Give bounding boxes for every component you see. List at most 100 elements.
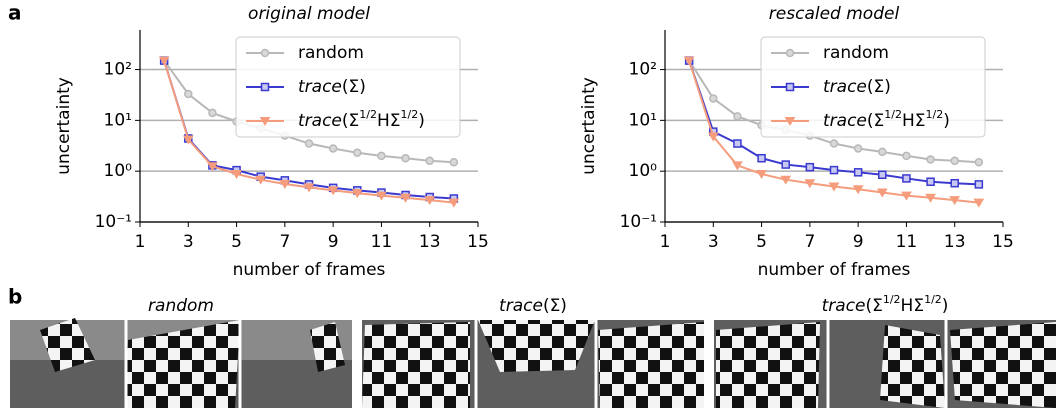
- marker: [902, 151, 911, 161]
- marker: [353, 148, 362, 158]
- x-tick-label: 1: [135, 232, 146, 252]
- marker: [853, 144, 863, 153]
- y-tick-label: 10⁰: [104, 161, 133, 181]
- marker: [424, 196, 436, 206]
- marker: [780, 175, 792, 185]
- x-tick-label: 9: [328, 232, 339, 252]
- marker: [757, 153, 766, 163]
- photo-board: [716, 322, 820, 408]
- marker: [707, 132, 719, 142]
- marker: [683, 56, 695, 66]
- marker: [448, 198, 460, 208]
- legend-label: trace(Σ): [823, 77, 891, 97]
- photo-board: [125, 320, 240, 408]
- x-axis-label: number of frames: [233, 260, 386, 280]
- marker: [973, 198, 985, 208]
- marker: [876, 188, 888, 198]
- marker: [304, 139, 314, 148]
- marker: [279, 179, 291, 189]
- marker: [925, 193, 936, 203]
- photo-board: [362, 322, 470, 408]
- x-tick-label: 15: [992, 232, 1014, 252]
- y-tick-label: 10⁻¹: [620, 212, 657, 232]
- marker: [852, 185, 864, 195]
- marker: [785, 82, 795, 92]
- chart-title: original model: [248, 4, 370, 24]
- marker: [828, 182, 840, 192]
- marker: [207, 162, 218, 172]
- marker: [805, 162, 815, 172]
- marker: [377, 151, 386, 161]
- marker: [949, 196, 961, 206]
- marker: [902, 174, 911, 183]
- marker: [259, 117, 271, 126]
- photo-board: [478, 320, 595, 372]
- marker: [255, 175, 267, 185]
- photo-board: [310, 322, 345, 372]
- marker: [926, 177, 935, 186]
- marker: [709, 94, 718, 103]
- y-tick-label: 10¹: [629, 110, 657, 130]
- marker: [351, 189, 363, 199]
- marker: [328, 144, 338, 153]
- legend-label: trace(Σ1/2HΣ1/2): [823, 108, 950, 132]
- x-tick-label: 3: [183, 232, 194, 252]
- marker: [950, 156, 959, 166]
- marker: [231, 170, 242, 179]
- y-tick-label: 10⁰: [629, 161, 658, 181]
- marker: [425, 156, 434, 166]
- y-tick-label: 10²: [104, 60, 132, 80]
- x-tick-label: 9: [853, 232, 864, 252]
- y-tick-label: 10²: [629, 60, 657, 80]
- x-tick-label: 15: [467, 232, 489, 252]
- legend-label: trace(Σ1/2HΣ1/2): [298, 108, 425, 132]
- x-tick-label: 7: [804, 232, 815, 252]
- marker: [303, 183, 315, 193]
- marker: [784, 117, 796, 126]
- marker: [184, 89, 193, 99]
- legend: [760, 36, 986, 138]
- marker: [829, 165, 839, 175]
- legend-label: random: [298, 43, 364, 63]
- photo-board: [880, 325, 945, 408]
- photo-caption: trace(Σ1/2HΣ1/2): [822, 293, 949, 317]
- x-tick-label: 11: [896, 232, 918, 252]
- legend-label: trace(Σ): [298, 77, 366, 97]
- x-tick-label: 5: [231, 232, 242, 252]
- photo-strip: [10, 318, 1056, 408]
- marker: [208, 108, 217, 118]
- chart-title: rescaled model: [769, 4, 900, 24]
- marker: [376, 191, 387, 201]
- marker: [950, 178, 959, 188]
- marker: [182, 135, 194, 145]
- x-tick-label: 13: [419, 232, 441, 252]
- marker: [756, 170, 767, 179]
- marker: [733, 112, 742, 121]
- marker: [158, 56, 170, 66]
- photo-board: [40, 318, 95, 372]
- marker: [260, 82, 270, 92]
- marker: [327, 186, 339, 196]
- marker: [449, 157, 459, 167]
- legend: [235, 36, 461, 138]
- marker: [400, 193, 411, 203]
- y-axis-label: uncertainty: [579, 77, 599, 175]
- marker: [781, 160, 790, 169]
- marker: [974, 157, 984, 167]
- photo-board: [598, 322, 704, 408]
- photo-board: [950, 322, 1056, 408]
- marker: [260, 48, 270, 58]
- x-tick-label: 11: [371, 232, 393, 252]
- marker: [401, 153, 410, 163]
- marker: [901, 191, 912, 201]
- x-axis-label: number of frames: [758, 260, 911, 280]
- photo-caption: trace(Σ): [499, 296, 567, 316]
- photo-caption: random: [148, 296, 214, 316]
- x-tick-label: 3: [708, 232, 719, 252]
- marker: [785, 48, 795, 58]
- marker: [732, 161, 743, 171]
- marker: [878, 147, 887, 157]
- marker: [974, 180, 984, 189]
- y-axis-label: uncertainty: [54, 77, 74, 175]
